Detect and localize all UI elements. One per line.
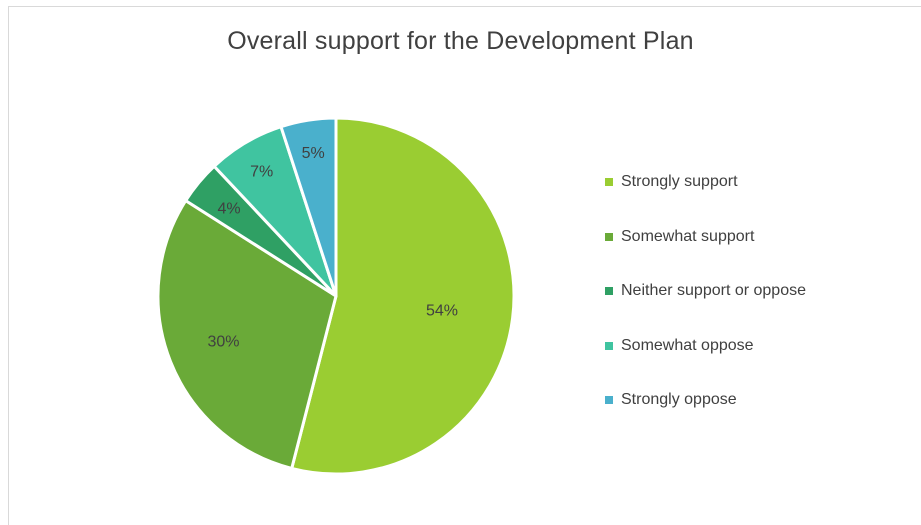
legend-swatch [605,178,613,186]
legend-item-strongly-oppose: Strongly oppose [605,388,737,412]
legend-item-strongly-support: Strongly support [605,170,738,194]
legend-item-somewhat-oppose: Somewhat oppose [605,334,754,358]
legend-item-somewhat-support: Somewhat support [605,225,754,249]
data-label-strongly-support: 54% [426,302,458,319]
data-label-strongly-oppose: 5% [302,145,325,162]
data-label-somewhat-oppose: 7% [250,163,273,180]
pie-slices [156,116,516,476]
legend-label: Neither support or oppose [621,282,806,299]
legend-swatch [605,396,613,404]
pie-slice-strongly-support [290,116,516,476]
legend-label: Strongly oppose [621,391,737,408]
legend-label: Strongly support [621,173,738,190]
pie-data-labels: 54% 30% 4% 7% 5% [207,145,458,351]
chart-title: Overall support for the Development Plan [227,27,694,55]
legend-item-neither-support-or-oppose: Neither support or oppose [605,279,806,303]
data-label-somewhat-support: 30% [207,334,239,351]
legend-label: Somewhat oppose [621,336,754,354]
legend-swatch [605,287,613,295]
pie-slice-strongly-oppose [279,116,338,298]
legend-swatch [605,232,613,241]
pie-slice-somewhat-support [156,199,338,470]
legend-swatch [605,341,613,350]
data-label-neither-support-or-oppose: 4% [217,201,240,218]
legend-label: Somewhat support [621,227,755,245]
